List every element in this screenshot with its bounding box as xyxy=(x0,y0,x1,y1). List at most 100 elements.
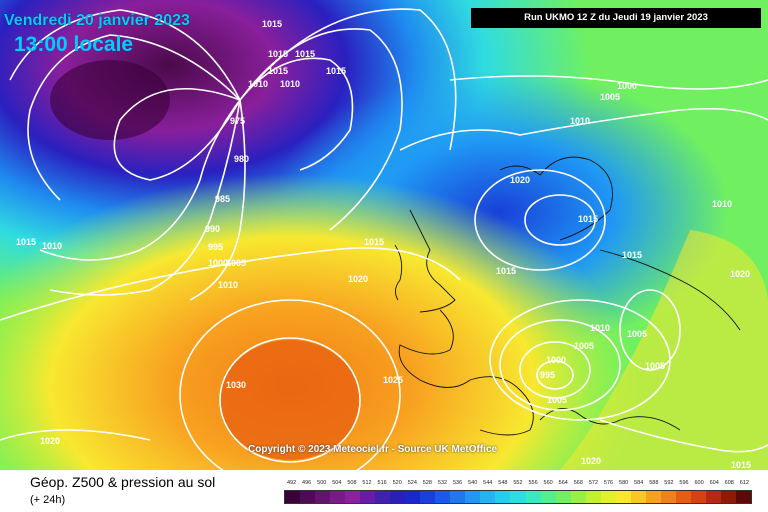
isobar-label: 1020 xyxy=(40,436,60,446)
isobar-label: 1010 xyxy=(280,79,300,89)
scale-label: 600 xyxy=(694,480,704,486)
scale-swatch xyxy=(435,491,451,503)
scale-swatch xyxy=(600,491,616,503)
isobar-label: 995 xyxy=(208,242,223,252)
isobar-label: 1000 xyxy=(617,81,637,91)
isobar-label: 1015 xyxy=(496,266,516,276)
scale-label: 568 xyxy=(573,480,583,486)
isobar-label: 1020 xyxy=(510,175,530,185)
scale-label: 520 xyxy=(392,480,402,486)
isobar-label: 1010 xyxy=(712,199,732,209)
scale-swatch xyxy=(300,491,316,503)
run-info: Run UKMO 12 Z du Jeudi 19 janvier 2023 xyxy=(471,8,761,28)
forecast-time: 13:00 locale xyxy=(14,33,134,56)
scale-label: 548 xyxy=(498,480,508,486)
scale-label: 544 xyxy=(483,480,493,486)
isobar-label: 1030 xyxy=(226,380,246,390)
coastlines xyxy=(394,156,741,436)
scale-label: 500 xyxy=(317,480,327,486)
scale-swatch xyxy=(525,491,541,503)
isobar-label: 1005 xyxy=(645,361,665,371)
scale-label: 512 xyxy=(362,480,372,486)
scale-swatch xyxy=(570,491,586,503)
scale-swatch xyxy=(630,491,646,503)
scale-swatch xyxy=(285,491,301,503)
isobar-label: 1010 xyxy=(42,241,62,251)
legend-title: Géop. Z500 & pression au sol xyxy=(30,474,216,490)
isobar-label: 1005 xyxy=(627,329,647,339)
scale-label: 528 xyxy=(422,480,432,486)
isobar-label: 1020 xyxy=(581,456,601,466)
scale-label: 588 xyxy=(649,480,659,486)
isobar-label: 1010 xyxy=(248,79,268,89)
forecast-date: Vendredi 20 janvier 2023 xyxy=(4,12,190,29)
scale-label: 492 xyxy=(286,480,297,486)
scale-swatch xyxy=(450,491,466,503)
scale-swatch xyxy=(690,491,706,503)
legend-subtitle: (+ 24h) xyxy=(30,494,66,506)
isobar-label: 1005 xyxy=(547,395,567,405)
scale-label: 612 xyxy=(739,480,749,486)
scale-label: 596 xyxy=(679,480,689,486)
scale-swatch xyxy=(405,491,421,503)
isobar-label: 980 xyxy=(234,154,249,164)
high-core xyxy=(220,340,360,460)
isobar-label: 1015 xyxy=(731,460,751,470)
isobar-label: 995 xyxy=(540,370,555,380)
isobar-label: 1025 xyxy=(383,375,403,385)
isobar-label: 1015 xyxy=(268,49,288,59)
isobar-label: 1015 xyxy=(622,250,642,260)
scale-label: 604 xyxy=(709,480,719,486)
scale-swatch xyxy=(555,491,571,503)
scale-swatch xyxy=(420,491,436,503)
scale-swatch xyxy=(315,491,331,503)
isobar-label: 1005 xyxy=(226,258,246,268)
east-ridge xyxy=(560,230,768,470)
low-core xyxy=(50,60,170,140)
map-canvas: 1015 1015 1015 1015 1010 1015 1010 975 9… xyxy=(0,0,768,470)
isobar-label: 1000 xyxy=(208,258,228,268)
scale-label: 580 xyxy=(619,480,629,486)
scale-swatch xyxy=(360,491,376,503)
scale-label: 516 xyxy=(377,480,387,486)
scale-swatch xyxy=(705,491,721,503)
isobar-label: 1015 xyxy=(364,237,384,247)
isobar-label: 985 xyxy=(215,194,230,204)
scale-swatch xyxy=(675,491,691,503)
isobar-label: 1020 xyxy=(730,269,750,279)
scale-label: 508 xyxy=(347,480,357,486)
scale-label: 540 xyxy=(468,480,478,486)
scale-swatch xyxy=(495,491,511,503)
scale-label: 552 xyxy=(513,480,523,486)
scale-swatch xyxy=(465,491,481,503)
scale-label: 576 xyxy=(603,480,614,486)
isobar-label: 1015 xyxy=(16,237,36,247)
isobar-label: 990 xyxy=(205,224,220,234)
scale-swatch xyxy=(660,491,676,503)
scale-label: 608 xyxy=(724,480,734,486)
scale-swatch xyxy=(585,491,601,503)
scale-label: 572 xyxy=(588,480,599,486)
scale-swatch xyxy=(540,491,556,503)
weather-map: 1015 1015 1015 1015 1010 1015 1010 975 9… xyxy=(0,0,768,470)
scale-label: 496 xyxy=(302,480,312,486)
scale-label: 564 xyxy=(558,480,568,486)
scale-swatch xyxy=(615,491,631,503)
scale-label: 536 xyxy=(452,480,463,486)
isobars xyxy=(0,8,768,470)
scale-swatch xyxy=(735,491,751,503)
scale-swatch xyxy=(390,491,406,503)
isobar-label: 1015 xyxy=(578,214,598,224)
isobar-label: 1005 xyxy=(574,341,594,351)
scale-label: 504 xyxy=(332,480,342,486)
legend: Géop. Z500 & pression au sol (+ 24h) 492… xyxy=(0,470,768,512)
scale-swatch xyxy=(720,491,736,503)
isobar-label: 1010 xyxy=(570,116,590,126)
scale-label: 524 xyxy=(407,480,417,486)
isobar-label: 975 xyxy=(230,116,245,126)
isobar-label: 1015 xyxy=(326,66,346,76)
scale-swatch xyxy=(480,491,496,503)
scale-swatch xyxy=(510,491,526,503)
scale-label: 560 xyxy=(543,480,553,486)
isobar-label: 1015 xyxy=(268,66,288,76)
